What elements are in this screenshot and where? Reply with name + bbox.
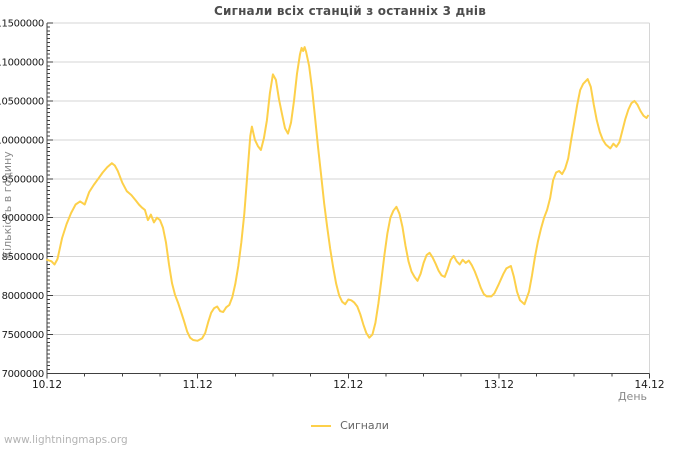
legend-label: Сигнали [340,419,389,432]
y-tick-label: 8500000 [2,252,44,263]
y-tick-label: 11500000 [0,19,44,30]
y-tick-label: 9000000 [2,213,44,224]
y-tick-label: 9500000 [2,174,44,185]
x-tick-label: 11.12 [183,379,213,391]
x-tick-label: 10.12 [32,379,62,391]
y-tick-label: 10500000 [0,96,44,107]
y-tick-label: 8000000 [2,291,44,302]
x-tick-label: 14.12 [634,379,664,391]
x-tick-label: 12.12 [333,379,363,391]
legend-line-swatch [311,424,332,427]
y-tick-label: 10000000 [0,135,44,146]
y-axis-title: Кількість в годину [1,151,14,259]
y-tick-label: 7000000 [2,369,44,380]
watermark: www.lightningmaps.org [4,434,128,446]
signals-chart: 7000000 7500000 8000000 8500000 9000000 95000… [0,19,665,392]
page-title: Сигнали всіх станцій з останніх 3 днів [213,4,487,18]
y-tick-label: 11000000 [0,57,44,68]
series-line-signals [46,46,649,342]
y-tick-label: 7500000 [2,330,44,341]
x-tick-label: 13.12 [484,379,514,391]
x-axis-title: День [617,390,647,403]
chart-legend: Сигнали [0,419,700,432]
